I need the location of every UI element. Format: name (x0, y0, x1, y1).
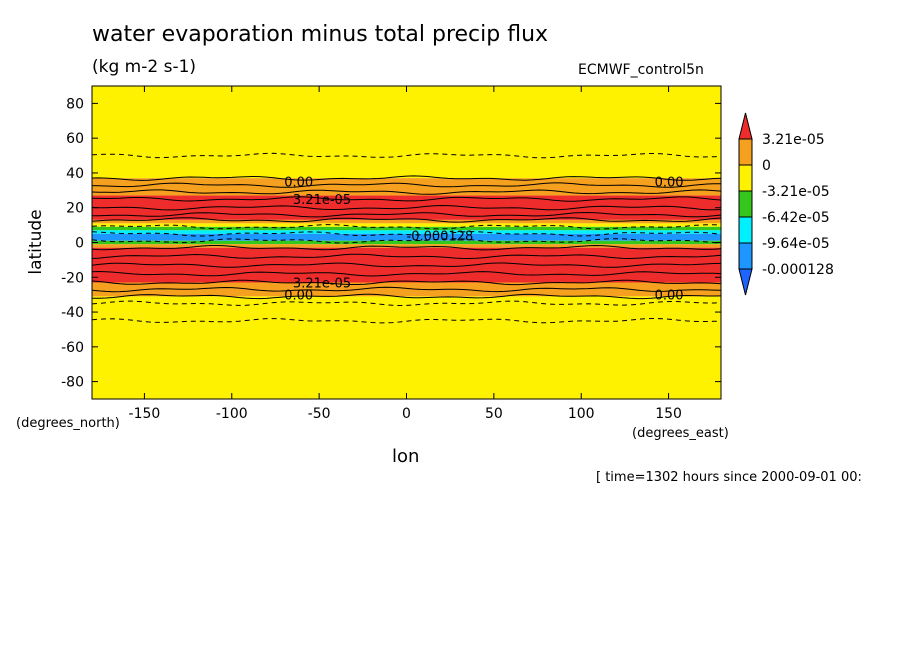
contour-line-15 (91, 279, 722, 286)
contour-line-17 (91, 293, 722, 300)
contour-line-19 (91, 317, 722, 324)
x-tick-label-1: -100 (216, 406, 248, 422)
band-11 (92, 282, 721, 297)
contour-line-14 (91, 270, 722, 277)
chart-units: (kg m-2 s-1) (92, 57, 197, 77)
contour-line-2 (91, 182, 721, 188)
contour-line-13 (91, 262, 722, 268)
colorbar-segment-5 (738, 242, 753, 270)
x-tick-label-3: 0 (402, 406, 411, 422)
band-5 (92, 226, 721, 231)
contour-line-9 (91, 231, 722, 237)
band-1 (92, 178, 721, 196)
colorbar-label-1: 0 (762, 158, 771, 174)
contour-line-8 (91, 224, 722, 230)
contour-label-1: 0.00 (655, 176, 684, 191)
band-8 (92, 240, 721, 245)
contour-line-11 (91, 244, 722, 251)
band-0 (92, 86, 721, 179)
contour-label-4: 0.00 (655, 289, 684, 304)
band-4 (92, 223, 721, 227)
x-tick-label-4: 50 (485, 406, 503, 422)
contour-label-5: 3.21e-05 (293, 276, 351, 291)
contour-line-6 (91, 211, 722, 218)
contour-line-1 (91, 175, 722, 181)
time-stamp: [ time=1302 hours since 2000-09-01 00: (596, 470, 862, 485)
y-axis-units: (degrees_north) (16, 416, 120, 431)
colorbar-label-5: -0.000128 (762, 262, 834, 278)
contour-label-0: 0.00 (284, 176, 313, 191)
contour-label-3: 0.00 (284, 289, 313, 304)
model-name: ECMWF_control5n (578, 62, 704, 78)
band-9 (92, 244, 721, 248)
contour-label-2: 3.21e-05 (293, 193, 351, 208)
colorbar-label-0: 3.21e-05 (762, 132, 825, 148)
chart-title: water evaporation minus total precip flu… (92, 22, 549, 47)
contour-line-4 (91, 196, 722, 202)
band-10 (92, 247, 721, 283)
y-tick-label-5: -20 (61, 270, 84, 286)
band-3 (92, 219, 721, 224)
y-tick-label-4: 0 (75, 236, 84, 252)
colorbar-bottom-triangle (738, 268, 753, 296)
y-tick-label-0: 80 (66, 96, 84, 112)
band-6 (92, 230, 721, 234)
colorbar-segment-4 (738, 216, 753, 244)
colorbar-segment-1 (738, 138, 753, 166)
y-tick-label-8: -80 (61, 375, 84, 391)
contour-line-3 (91, 189, 722, 195)
x-axis-label: lon (392, 446, 420, 467)
x-axis-units: (degrees_east) (632, 426, 729, 441)
contour-line-12 (91, 253, 722, 260)
band-12 (92, 296, 721, 399)
contour-line-5 (91, 204, 722, 211)
x-tick-label-6: 150 (655, 406, 682, 422)
contour-line-0 (91, 152, 722, 159)
contour-line-10 (91, 238, 722, 244)
colorbar-segment-2 (738, 164, 753, 192)
colorbar-label-4: -9.64e-05 (762, 236, 830, 252)
contour-line-7 (91, 217, 722, 223)
colorbar-segment-3 (738, 190, 753, 218)
band-7 (92, 233, 721, 241)
x-tick-label-2: -50 (308, 406, 331, 422)
contour-line-18 (91, 300, 722, 307)
contour-label-6: -0.000128 (407, 230, 474, 245)
y-tick-label-3: 20 (66, 201, 84, 217)
x-tick-label-0: -150 (129, 406, 161, 422)
y-tick-label-2: 40 (66, 166, 84, 182)
y-tick-label-6: -40 (61, 305, 84, 321)
colorbar-label-2: -3.21e-05 (762, 184, 830, 200)
contour-line-16 (91, 286, 722, 293)
colorbar-top-triangle (738, 112, 753, 140)
y-tick-label-7: -60 (61, 340, 84, 356)
y-tick-label-1: 60 (66, 131, 84, 147)
x-tick-label-5: 100 (568, 406, 595, 422)
colorbar-label-3: -6.42e-05 (762, 210, 830, 226)
